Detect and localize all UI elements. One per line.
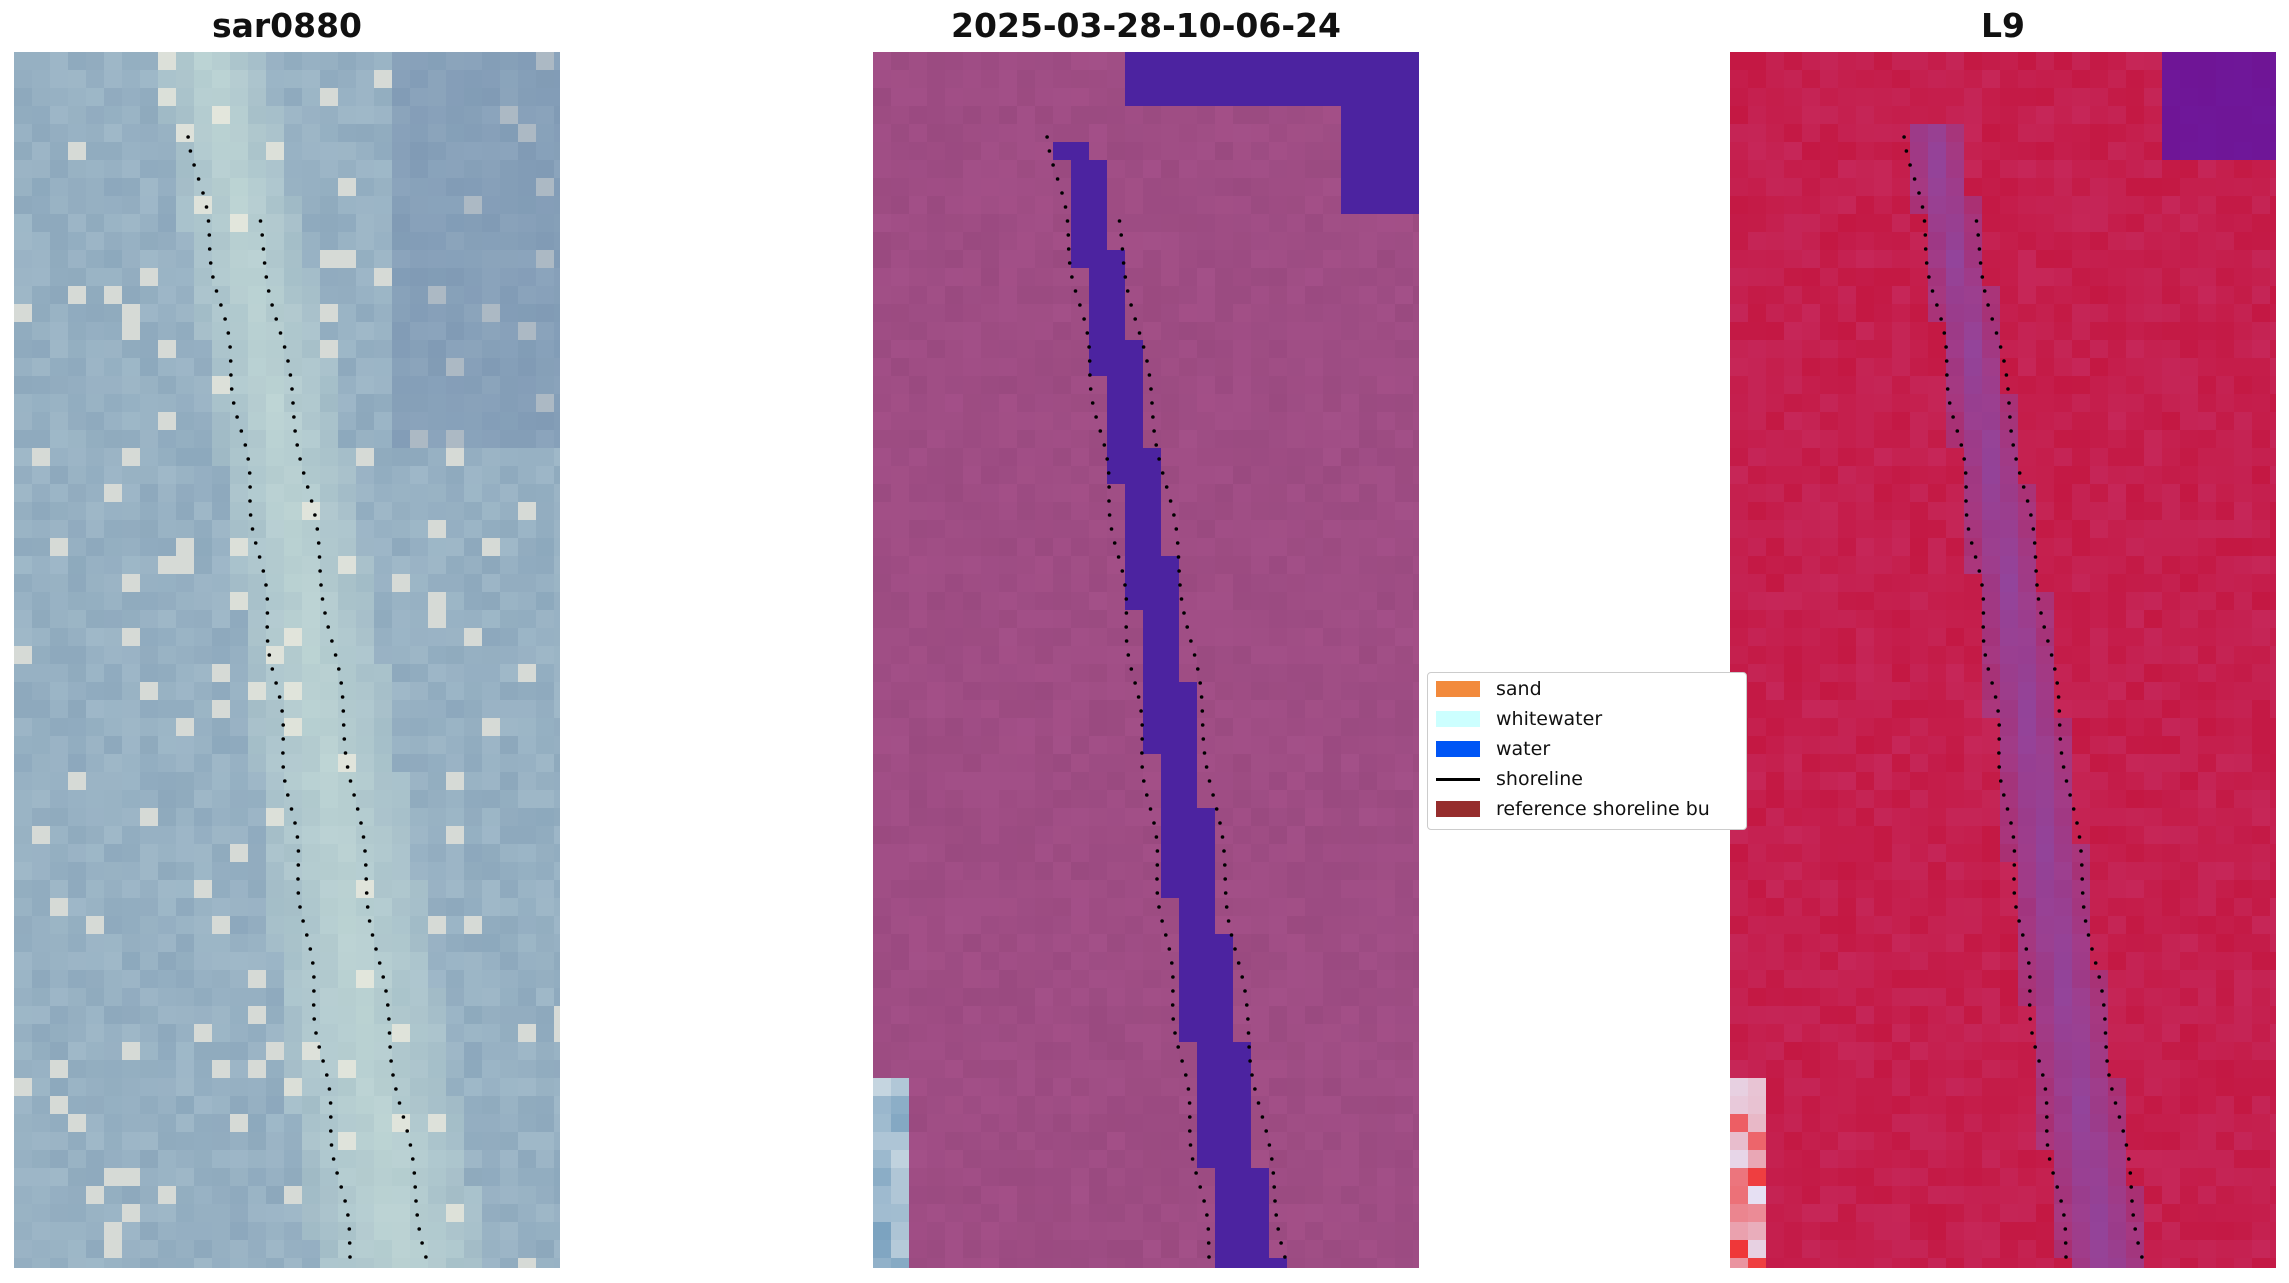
index-image-panel — [1730, 52, 2276, 1268]
rgb-raster — [14, 52, 560, 1268]
legend-item-shoreline: shoreline — [1436, 767, 1583, 791]
panel-title-middle: 2025-03-28-10-06-24 — [951, 6, 1341, 45]
shoreline-dots — [1902, 135, 2144, 1259]
shoreline-line-swatch — [1436, 777, 1480, 781]
shoreline-dots — [1045, 135, 1287, 1259]
rgb-image-panel — [14, 52, 560, 1268]
legend-item-sand: sand — [1436, 677, 1542, 701]
classified-image-panel — [873, 52, 1419, 1268]
water-swatch — [1436, 741, 1480, 757]
whitewater-swatch — [1436, 711, 1480, 727]
panel-title-right: L9 — [1981, 6, 2025, 45]
legend-item-water: water — [1436, 737, 1550, 761]
legend: sand whitewater water shoreline referenc… — [1427, 672, 1747, 830]
legend-label-shoreline: shoreline — [1496, 768, 1583, 790]
sand-swatch — [1436, 681, 1480, 697]
panel-title-left: sar0880 — [211, 6, 363, 45]
legend-item-reference-shoreline-buffer: reference shoreline bu — [1436, 797, 1710, 821]
reference-buffer-swatch — [1436, 801, 1480, 817]
rgb-image — [14, 52, 560, 1268]
index-image — [1730, 52, 2276, 1268]
shoreline-dots — [186, 135, 428, 1259]
index-raster — [1730, 52, 2276, 1268]
classified-raster — [873, 52, 1419, 1268]
classified-image — [873, 52, 1419, 1268]
legend-item-whitewater: whitewater — [1436, 707, 1602, 731]
legend-label-reference-buffer: reference shoreline bu — [1496, 798, 1710, 820]
legend-label-water: water — [1496, 738, 1551, 760]
legend-label-sand: sand — [1496, 678, 1542, 700]
legend-label-whitewater: whitewater — [1496, 708, 1603, 730]
